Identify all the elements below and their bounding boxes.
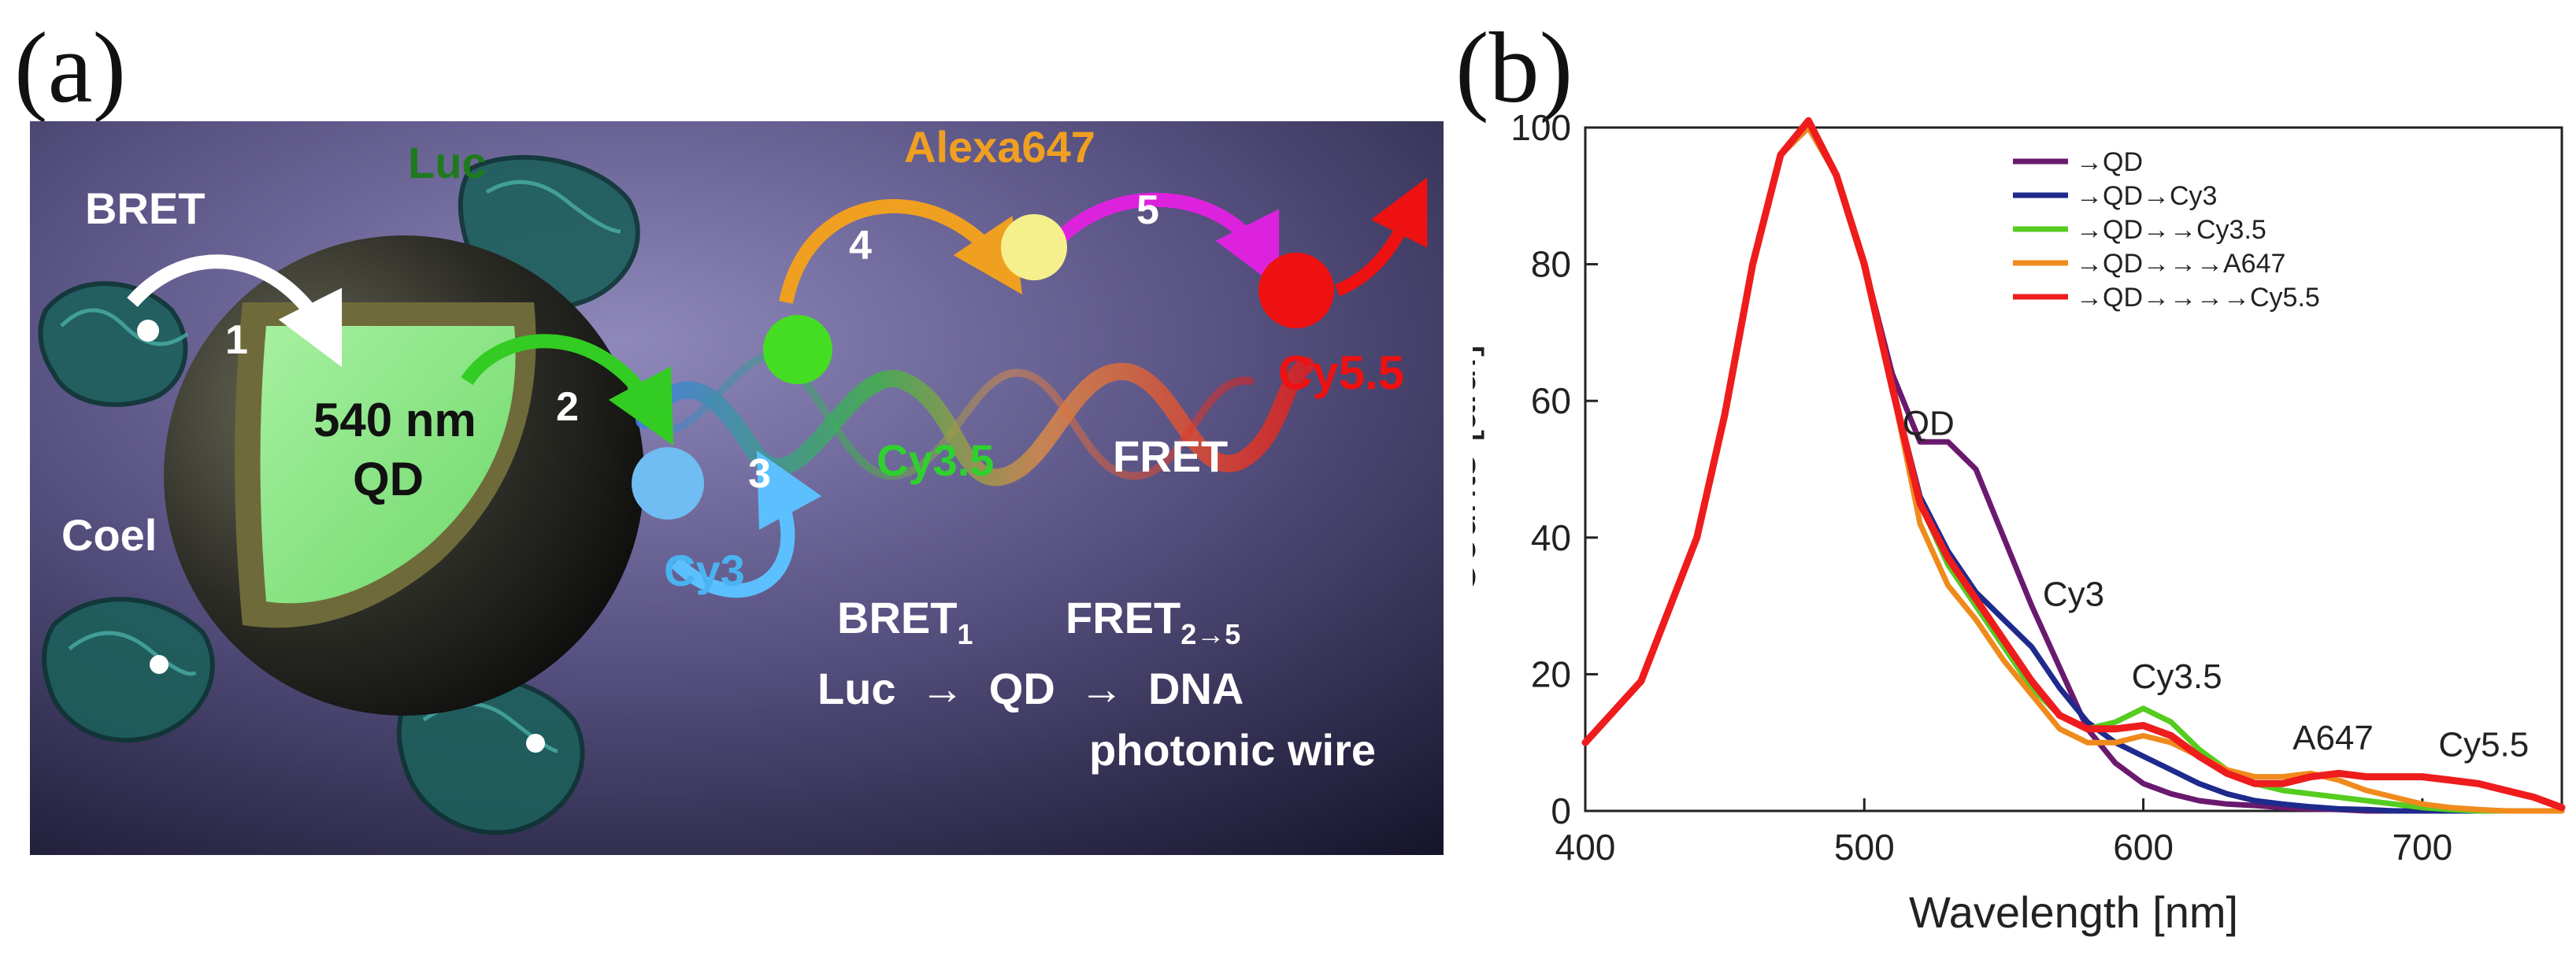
cy3-dye-circle — [632, 447, 704, 520]
legend-label-2: →QD→→Cy3.5 — [2076, 215, 2267, 245]
step-2-label: 2 — [556, 384, 579, 430]
fret-arrow-2 — [461, 334, 674, 446]
step-1-label: 1 — [225, 317, 248, 363]
alexa647-dye-circle — [1001, 214, 1067, 280]
cy55-label: Cy5.5 — [1278, 346, 1404, 399]
y-axis-label: Counts [a.u.] — [1473, 344, 1484, 594]
coelenterazine-dot — [137, 320, 159, 342]
step-3-label: 3 — [748, 451, 771, 497]
x-axis-label: Wavelength [nm] — [1909, 887, 2238, 937]
fret-label: FRET — [1113, 431, 1228, 481]
fret-arrow-5 — [1040, 193, 1280, 289]
qd-size-label: 540 nm — [313, 394, 476, 446]
legend-label-1: →QD→Cy3 — [2076, 181, 2217, 211]
bret-arrow — [127, 254, 343, 368]
fret-arrow-4 — [779, 198, 1022, 304]
y-tick-label: 60 — [1531, 380, 1571, 421]
qd-name-label: QD — [353, 453, 424, 505]
quantum-dot-core — [260, 326, 516, 604]
cy3-label: Cy3 — [664, 546, 745, 595]
emission-arrow — [1334, 177, 1428, 297]
legend-label-3: →QD→→→A647 — [2076, 249, 2285, 279]
x-tick-label: 700 — [2392, 827, 2452, 868]
schematic-panel: BRET Luc Coel 540 nm QD 1 2 3 4 5 Cy3 Cy… — [30, 121, 1444, 855]
peak-annotation-4: Cy5.5 — [2438, 726, 2529, 764]
x-tick-label: 500 — [1834, 827, 1895, 868]
peak-annotation-1: Cy3 — [2043, 576, 2104, 614]
panel-a-label: (a) — [14, 12, 127, 124]
fret25-label: FRET2→5 — [1066, 593, 1240, 650]
cy35-label: Cy3.5 — [877, 435, 994, 485]
step-4-label: 4 — [849, 223, 872, 268]
coelenterazine-dot — [150, 655, 169, 674]
alexa647-label: Alexa647 — [904, 122, 1095, 172]
spectrum-chart: 400 500 600 700 0 20 40 60 80 100 Wavelength [nm] C… — [1473, 107, 2566, 937]
y-tick-label: 0 — [1551, 790, 1571, 831]
panel-b-label: (b) — [1455, 12, 1573, 124]
x-tick-label: 400 — [1555, 827, 1616, 868]
cy35-dye-circle — [763, 315, 832, 384]
step-5-label: 5 — [1136, 187, 1159, 233]
y-tick-label: 20 — [1531, 653, 1571, 694]
peak-annotation-0: QD — [1903, 405, 1955, 443]
photonic-wire-label: photonic wire — [1089, 725, 1376, 775]
y-tick-label: 100 — [1510, 107, 1571, 148]
luc-label: Luc — [408, 138, 487, 187]
fret-arrow-3 — [670, 450, 822, 598]
plot-frame — [1584, 126, 2563, 812]
cy55-dye-circle — [1258, 253, 1334, 328]
coelenterazine-dot — [526, 734, 545, 753]
y-tick-label: 40 — [1531, 517, 1571, 558]
bret1-label: BRET1 — [837, 593, 973, 650]
dna-photonic-wire — [636, 352, 1314, 487]
bret-label: BRET — [85, 183, 205, 233]
energy-chain-label: Luc → QD → DNA — [817, 664, 1244, 713]
y-tick-label: 80 — [1531, 244, 1571, 285]
legend-label-4: →QD→→→→Cy5.5 — [2076, 283, 2320, 313]
peak-annotation-2: Cy3.5 — [2132, 657, 2222, 696]
series-line-1 — [1582, 124, 2565, 814]
x-tick-label: 600 — [2113, 827, 2174, 868]
coel-label: Coel — [61, 510, 157, 560]
series-line-4 — [1581, 117, 2566, 812]
legend-label-0: →QD — [2076, 147, 2143, 177]
peak-annotation-3: A647 — [2292, 719, 2374, 757]
